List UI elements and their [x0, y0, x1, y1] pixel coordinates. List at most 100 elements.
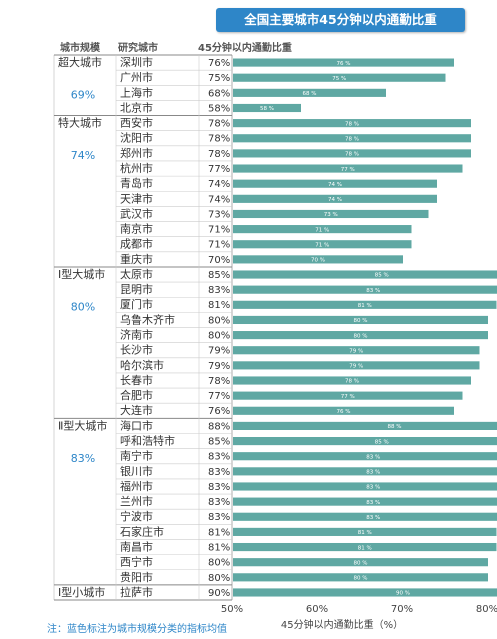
- bar-label: 80 %: [354, 318, 368, 324]
- bar-label: 78 %: [345, 121, 359, 127]
- group-label: Ⅰ型小城市: [58, 585, 105, 599]
- city-label: 长春市: [120, 373, 153, 387]
- ratio-value: 81%: [208, 300, 230, 311]
- city-label: 杭州市: [120, 161, 153, 175]
- bar: [233, 315, 488, 325]
- ratio-value: 77%: [208, 164, 230, 175]
- city-label: 武汉市: [120, 206, 153, 220]
- bar: [233, 331, 488, 340]
- city-label: 济南市: [120, 328, 153, 342]
- ratio-value: 83%: [208, 285, 230, 296]
- bar: [233, 255, 403, 264]
- bar: [233, 452, 497, 461]
- ratio-value: 78%: [208, 134, 230, 145]
- bar: [233, 421, 497, 430]
- ratio-value: 77%: [208, 391, 230, 402]
- ratio-value: 80%: [208, 315, 230, 326]
- bar: [233, 512, 497, 521]
- city-label: 西宁市: [120, 555, 153, 569]
- city-label: 沈阳市: [120, 131, 153, 145]
- bar-label: 74 %: [328, 182, 342, 188]
- city-label: 石家庄市: [120, 524, 164, 538]
- bar: [233, 134, 471, 143]
- x-axis-title: 45分钟以内通勤比重（%）: [281, 618, 403, 631]
- ratio-value: 74%: [208, 194, 230, 205]
- ratio-value: 83%: [208, 467, 230, 478]
- bar: [233, 103, 301, 113]
- ratio-value: 81%: [208, 542, 230, 553]
- group-average: 80%: [71, 300, 95, 313]
- bar-label: 75 %: [332, 76, 346, 82]
- ratio-value: 74%: [208, 179, 230, 190]
- ratio-value: 79%: [208, 346, 230, 357]
- ratio-value: 76%: [208, 406, 230, 417]
- city-label: 南京市: [120, 222, 153, 236]
- bar-label: 83 %: [366, 454, 380, 460]
- bar-label: 58 %: [260, 106, 274, 112]
- city-label: 哈尔滨市: [120, 358, 164, 372]
- bar-label: 79 %: [349, 348, 363, 354]
- city-label: 合肥市: [120, 388, 153, 402]
- city-label: 贵阳市: [120, 570, 153, 584]
- bar: [233, 558, 488, 567]
- city-label: 青岛市: [120, 176, 153, 190]
- bar: [233, 225, 412, 234]
- ratio-value: 83%: [208, 452, 230, 463]
- bar-label: 83 %: [366, 470, 380, 476]
- footnote: 注：蓝色标注为城市规模分类的指标均值: [47, 624, 227, 635]
- bar: [233, 527, 497, 536]
- ratio-value: 68%: [208, 88, 230, 99]
- bar: [233, 437, 497, 446]
- city-label: 海口市: [120, 418, 153, 432]
- bar-label: 70 %: [311, 258, 325, 264]
- city-label: 天津市: [120, 191, 153, 205]
- bar-label: 88 %: [388, 424, 402, 430]
- bar: [233, 73, 446, 82]
- ratio-value: 70%: [208, 255, 230, 266]
- bar: [233, 88, 386, 97]
- ratio-value: 75%: [208, 73, 230, 84]
- city-label: 拉萨市: [120, 585, 153, 599]
- bar-label: 77 %: [341, 167, 355, 173]
- ratio-value: 88%: [208, 421, 230, 432]
- bar-label: 78 %: [345, 136, 359, 142]
- group-label: Ⅰ型大城市: [58, 267, 105, 281]
- bar: [233, 240, 412, 249]
- group-label: Ⅱ型大城市: [58, 418, 107, 432]
- ratio-value: 83%: [208, 497, 230, 508]
- bar-label: 83 %: [366, 515, 380, 521]
- bar-label: 76 %: [337, 61, 351, 67]
- ratio-value: 78%: [208, 149, 230, 160]
- ratio-value: 71%: [208, 240, 230, 251]
- ratio-value: 85%: [208, 270, 230, 281]
- city-label: 厦门市: [120, 297, 153, 311]
- bar-label: 68 %: [303, 91, 317, 97]
- ratio-value: 80%: [208, 331, 230, 342]
- bar-label: 76 %: [337, 409, 351, 415]
- group-label: 超大城市: [58, 55, 102, 69]
- bar: [233, 346, 480, 355]
- bar: [233, 179, 437, 188]
- bar-label: 83 %: [366, 288, 380, 294]
- bar-label: 78 %: [345, 152, 359, 158]
- bar: [233, 406, 454, 415]
- group-average: 83%: [71, 452, 95, 465]
- x-tick-label: 60%: [306, 604, 328, 615]
- ratio-value: 58%: [208, 103, 230, 114]
- bar-label: 83 %: [366, 485, 380, 491]
- bar: [233, 119, 471, 128]
- bar: [233, 270, 497, 279]
- bar-label: 74 %: [328, 197, 342, 203]
- ratio-value: 71%: [208, 225, 230, 236]
- city-label: 银川市: [120, 464, 153, 478]
- bar-label: 73 %: [324, 212, 338, 218]
- header-ratio: 45分钟以内通勤比重: [198, 43, 292, 54]
- city-label: 大连市: [120, 403, 153, 417]
- bar: [233, 58, 454, 67]
- ratio-value: 79%: [208, 361, 230, 372]
- bar-label: 77 %: [341, 394, 355, 400]
- bar: [233, 164, 463, 173]
- bar: [233, 573, 488, 582]
- ratio-value: 83%: [208, 512, 230, 523]
